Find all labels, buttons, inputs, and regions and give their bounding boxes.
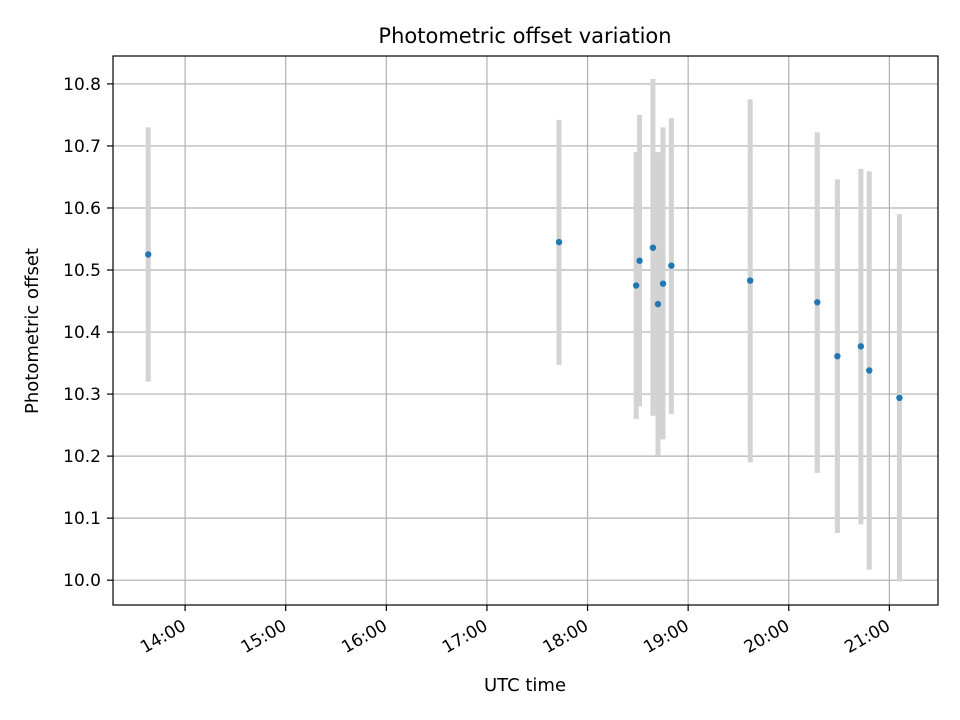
y-tick-label: 10.3: [63, 385, 101, 405]
y-axis-label: Photometric offset: [22, 248, 43, 414]
x-axis-label: UTC time: [484, 675, 566, 696]
x-tick-label: 18:00: [540, 616, 592, 658]
plot-frame: [112, 55, 939, 606]
data-point: [555, 238, 563, 246]
x-tick-label: 17:00: [439, 616, 491, 658]
y-tick-label: 10.5: [63, 261, 101, 281]
data-point: [896, 394, 903, 402]
data-point: [654, 300, 662, 308]
error-bars: [145, 78, 902, 582]
x-tick-label: 20:00: [741, 616, 793, 658]
x-tick-label: 16:00: [338, 616, 390, 658]
data-point: [668, 262, 675, 269]
data-point: [866, 367, 873, 374]
x-tick-label: 21:00: [841, 616, 893, 658]
data-point: [857, 343, 865, 350]
grid: [113, 56, 938, 605]
y-tick-label: 10.2: [63, 447, 101, 467]
y-tick-label: 10.7: [63, 137, 101, 157]
data-point: [145, 251, 152, 258]
data-point: [632, 282, 640, 289]
y-tick-label: 10.8: [63, 75, 101, 95]
y-tick-label: 10.0: [63, 571, 101, 591]
x-tick-label: 15:00: [238, 616, 290, 658]
data-points: [145, 238, 903, 402]
y-tick-label: 10.4: [63, 323, 101, 343]
x-tick-label: 19:00: [640, 616, 692, 658]
y-tick-label: 10.6: [63, 199, 101, 219]
data-point: [636, 257, 643, 264]
chart-title: Photometric offset variation: [378, 24, 671, 48]
x-tick-label: 14:00: [137, 616, 189, 658]
data-point: [814, 299, 821, 306]
data-point: [649, 244, 657, 251]
data-point: [659, 280, 667, 287]
data-point: [834, 353, 841, 360]
data-point: [746, 277, 754, 284]
axis-ticks: 14:00 15:00 16:00 17:00 18:00 19:00 20:00 21:00…: [63, 75, 894, 658]
y-tick-label: 10.1: [63, 509, 101, 529]
